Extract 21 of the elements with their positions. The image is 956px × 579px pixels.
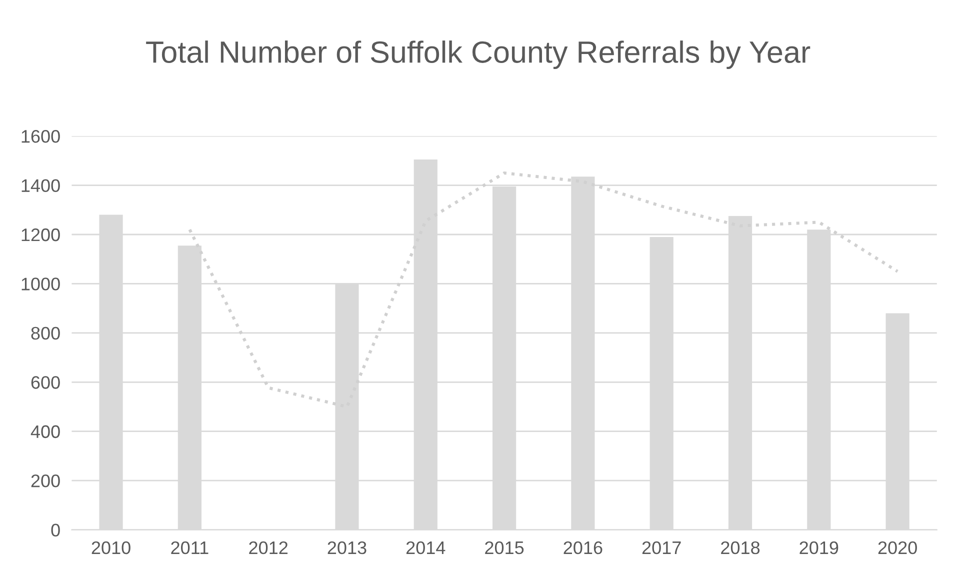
y-tick-label: 200 [31,474,60,488]
x-tick-label: 2012 [249,541,288,554]
y-tick-label: 400 [30,425,60,438]
y-tick-label: 1400 [22,179,60,192]
x-tick-label: 2016 [564,541,602,554]
y-tick-label: 1200 [22,228,60,242]
x-tick-label: 2010 [92,541,130,554]
x-tick-label: 2020 [878,541,917,554]
y-tick-label: 600 [31,376,60,389]
x-tick-label: 2018 [721,541,760,554]
y-tick-label: 1600 [22,130,60,143]
x-tick-label: 2017 [642,541,681,554]
y-tick-label: 0 [51,524,60,537]
chart-title: Total Number of Suffolk County Referrals by Year [146,40,810,70]
y-tick-label: 1000 [22,278,60,290]
x-tick-label: 2015 [485,541,524,554]
x-tick-label: 2019 [800,541,838,554]
x-tick-label: 2013 [328,541,366,554]
x-tick-label: 2014 [406,541,446,554]
y-tick-label: 800 [31,326,60,340]
x-tick-label: 2011 [171,541,208,554]
